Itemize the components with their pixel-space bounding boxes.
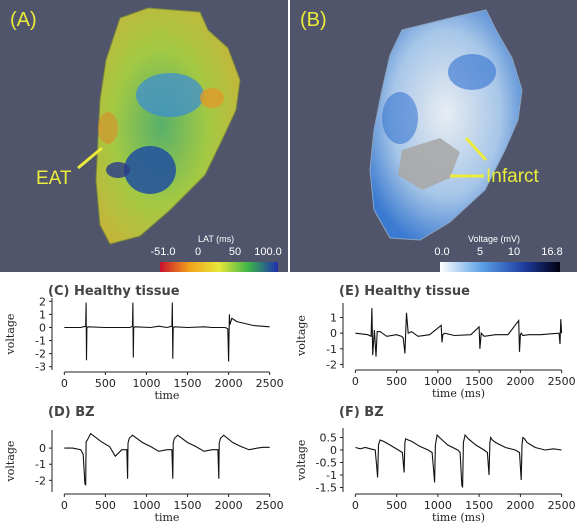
voltage-trace	[64, 432, 270, 486]
chart-title: (F) BZ	[339, 405, 384, 420]
y-axis-label: voltage	[4, 314, 17, 356]
y-axis-label: voltage	[295, 315, 308, 357]
x-tick-label: 2000	[215, 499, 243, 512]
x-tick-label: 1500	[465, 499, 493, 512]
lat-tick: 0	[194, 246, 202, 258]
x-tick-label: 0	[352, 375, 359, 388]
heart-lat-render	[77, 7, 278, 272]
y-tick-label: -2	[326, 358, 337, 371]
voltage-tick: 5	[476, 246, 484, 258]
y-tick-label: -0.5	[316, 457, 337, 470]
y-tick-label: -1	[326, 469, 337, 482]
x-tick-label: 2500	[548, 499, 576, 512]
x-axis-label: time	[155, 511, 180, 524]
eat-label: EAT	[36, 168, 72, 189]
y-axis-label: voltage	[295, 440, 308, 482]
eat-arrow	[77, 146, 103, 170]
y-tick-label: 1	[39, 308, 46, 321]
x-tick-label: 1500	[174, 499, 202, 512]
x-tick-label: 1500	[465, 375, 493, 388]
voltage-trace	[64, 302, 270, 362]
x-tick-label: 1000	[424, 499, 452, 512]
x-axis-label: time	[155, 389, 180, 402]
x-tick-label: 500	[95, 499, 116, 512]
voltage-map-panel: (B) Infarct Voltage (mV) 0.0 5 10 16.8	[290, 0, 577, 272]
y-tick-label: -1	[326, 343, 337, 356]
lat-tick: 100.0	[254, 246, 282, 258]
voltage-trace	[355, 433, 562, 488]
chart-title: (C) Healthy tissue	[48, 284, 180, 299]
x-axis-label: time (ms)	[432, 387, 485, 400]
chart-title: (D) BZ	[48, 405, 95, 420]
lat-tick: -51.0	[150, 246, 176, 258]
y-tick-label: 0	[330, 444, 337, 457]
x-tick-label: 2500	[256, 499, 284, 512]
x-tick-label: 500	[95, 377, 116, 390]
x-tick-label: 2500	[548, 375, 576, 388]
infarct-label: Infarct	[486, 166, 539, 187]
x-axis-label: time (ms)	[432, 511, 485, 524]
chart-title: (E) Healthy tissue	[339, 284, 470, 299]
x-tick-label: 2500	[256, 377, 284, 390]
voltage-tick: 16.8	[541, 246, 563, 258]
lat-colorbar-title: LAT (ms)	[198, 234, 235, 244]
infarct-region	[398, 138, 460, 190]
panel-b-tag: (B)	[300, 9, 327, 31]
x-tick-label: 2000	[506, 375, 534, 388]
heart-voltage-render	[369, 9, 560, 272]
scar-region	[124, 146, 176, 194]
x-tick-label: 2000	[215, 377, 243, 390]
y-tick-label: 0	[330, 327, 337, 340]
y-tick-label: 0.5	[320, 432, 338, 445]
y-tick-label: 2	[39, 295, 46, 308]
x-tick-label: 1500	[174, 377, 202, 390]
y-tick-label: -2	[35, 348, 46, 361]
infarct-arrow-upper	[464, 136, 488, 162]
y-tick-label: 0	[39, 321, 46, 334]
x-tick-label: 2000	[506, 499, 534, 512]
voltage-tick: 0.0	[434, 246, 450, 258]
y-tick-label: -1	[35, 335, 46, 348]
y-tick-label: -3	[35, 361, 46, 374]
y-tick-label: 1	[330, 312, 337, 325]
voltage-tick: 10	[507, 246, 521, 258]
x-tick-label: 1000	[132, 377, 160, 390]
early-activation-region	[136, 73, 204, 117]
lat-tick: 50	[228, 246, 242, 258]
x-tick-label: 0	[61, 499, 68, 512]
voltage-trace	[355, 308, 563, 357]
panel-a-tag: (A)	[10, 9, 37, 31]
x-tick-label: 1000	[132, 499, 160, 512]
y-tick-label: 0	[39, 442, 46, 455]
x-tick-label: 500	[386, 499, 407, 512]
x-tick-label: 0	[352, 499, 359, 512]
lat-map-panel: (A) EAT LAT (ms) -51.0 0 50 100.0	[0, 0, 288, 272]
lat-colorbar	[160, 262, 278, 272]
y-tick-label: -1	[35, 458, 46, 471]
y-tick-label: -2	[35, 474, 46, 487]
y-tick-label: -1.5	[316, 482, 337, 495]
y-axis-label: voltage	[4, 441, 17, 483]
voltage-colorbar-title: Voltage (mV)	[468, 234, 521, 244]
voltage-colorbar	[440, 262, 560, 272]
x-tick-label: 0	[61, 377, 68, 390]
x-tick-label: 1000	[424, 375, 452, 388]
x-tick-label: 500	[386, 375, 407, 388]
